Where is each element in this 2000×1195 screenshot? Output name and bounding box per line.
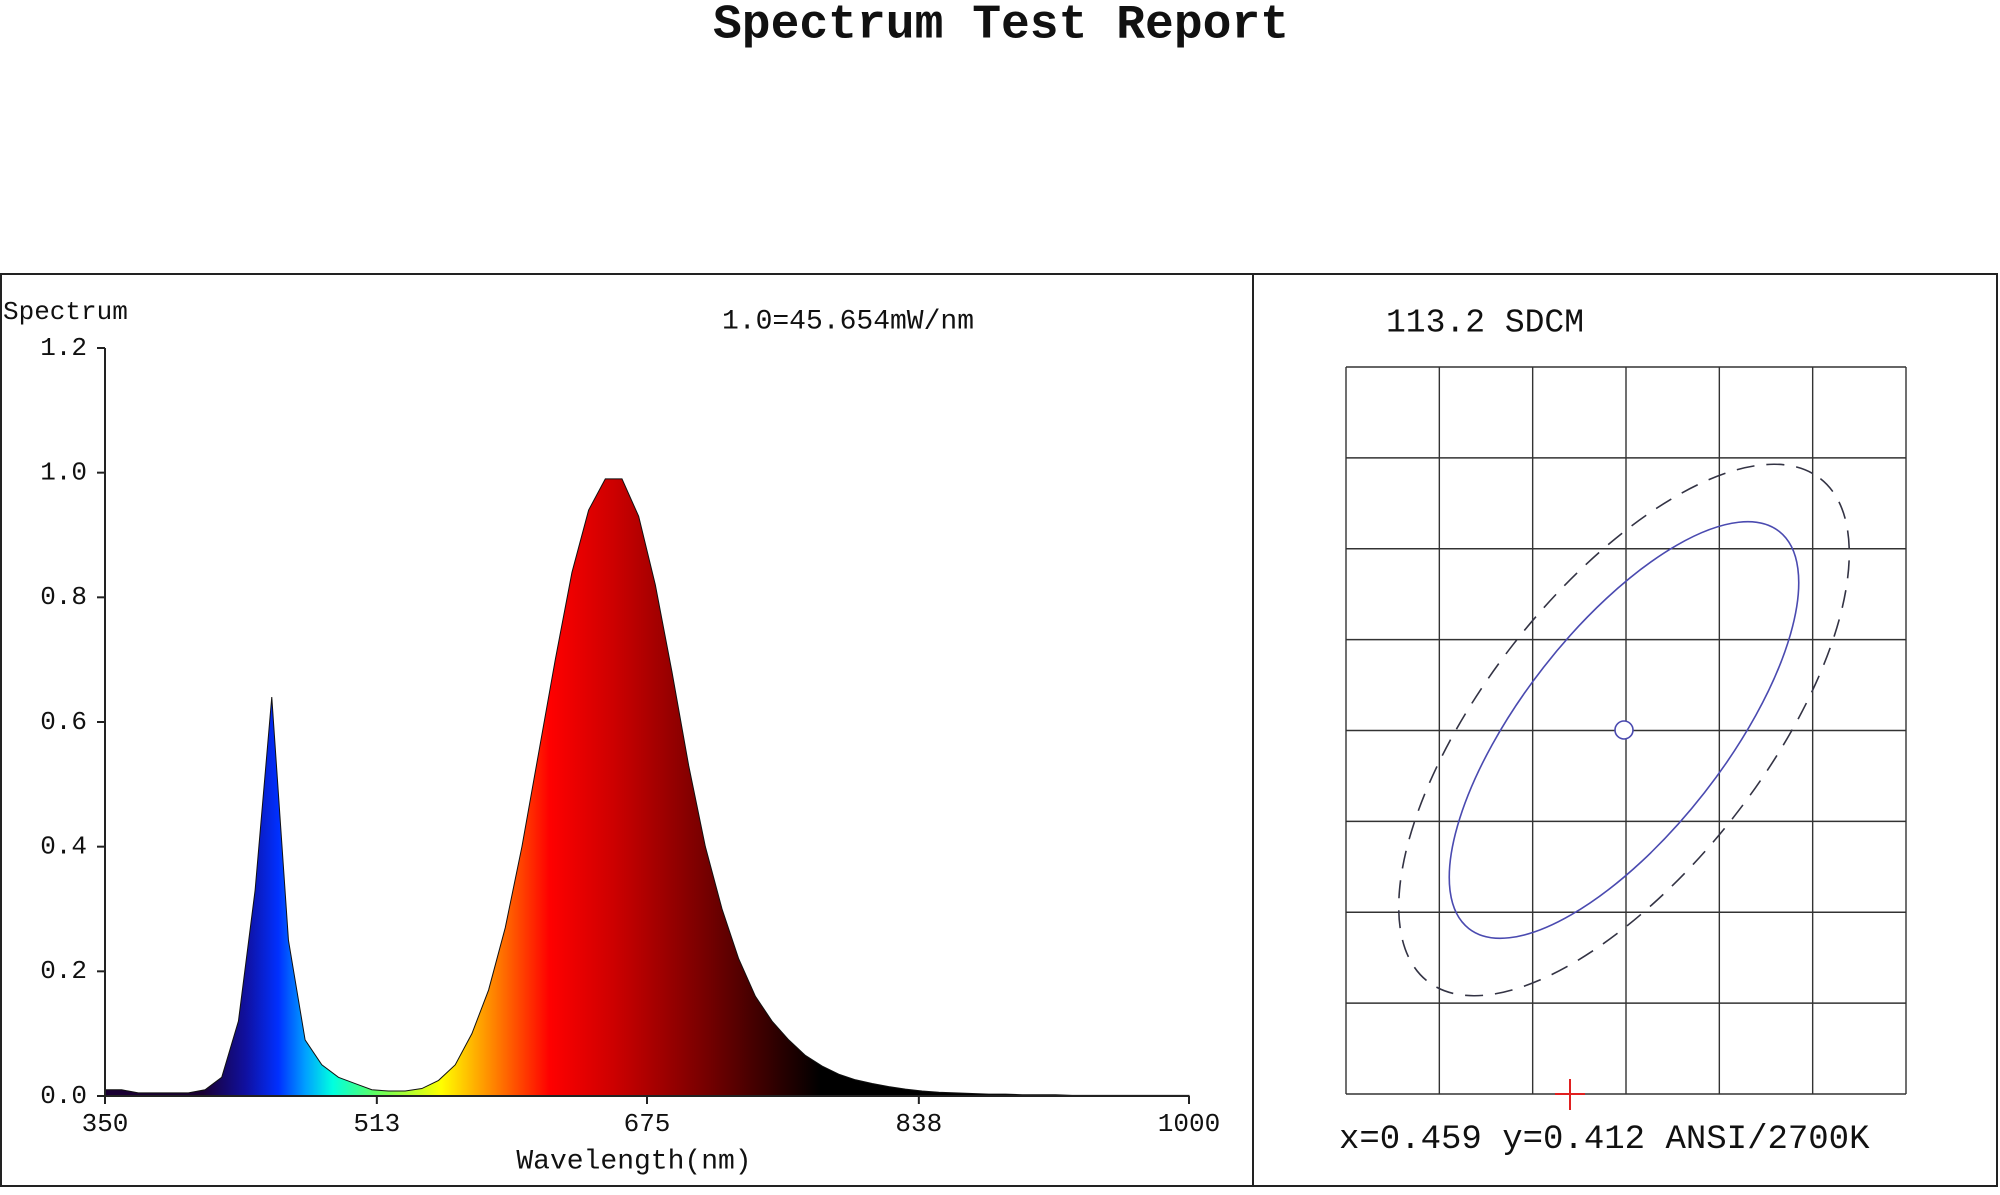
y-tick-label: 0.6 [40, 707, 87, 737]
x-axis-label: Wavelength(nm) [516, 1146, 751, 1177]
y-tick-label: 0.4 [40, 832, 87, 862]
chromaticity-label: x=0.459 y=0.412 ANSI/2700K [1339, 1121, 1870, 1159]
chromaticity-plot [1345, 366, 1907, 1110]
spectrum-plot: 0.0 0.2 0.4 0.6 0.8 1.0 1.2 350 513 675 838 1000 [40, 333, 1220, 1139]
y-tick-label: 0.0 [40, 1081, 87, 1111]
y-tick-label: 1.2 [40, 333, 87, 363]
x-tick-label: 675 [624, 1109, 671, 1139]
measured-point [1555, 1079, 1585, 1110]
inner-ellipse [1448, 520, 1800, 940]
y-tick-label: 0.8 [40, 582, 87, 612]
target-point [1614, 720, 1634, 740]
sdcm-title: 113.2 SDCM [1386, 305, 1584, 342]
y-tick-label: 0.2 [40, 956, 87, 986]
chromaticity-panel [1252, 273, 1998, 1187]
report-title: Spectrum Test Report [713, 0, 1289, 53]
annotation: 1.0=45.654mW/nm [722, 306, 974, 337]
x-tick-label: 838 [895, 1109, 942, 1139]
y-tick-label: 1.0 [40, 458, 87, 488]
x-tick-label: 1000 [1158, 1109, 1220, 1139]
outer-ellipse [1397, 463, 1851, 997]
x-tick-label: 350 [82, 1109, 129, 1139]
spectrum-area [104, 478, 1190, 1097]
x-tick-label: 513 [353, 1109, 400, 1139]
y-axis-label: Spectrum [3, 297, 128, 327]
